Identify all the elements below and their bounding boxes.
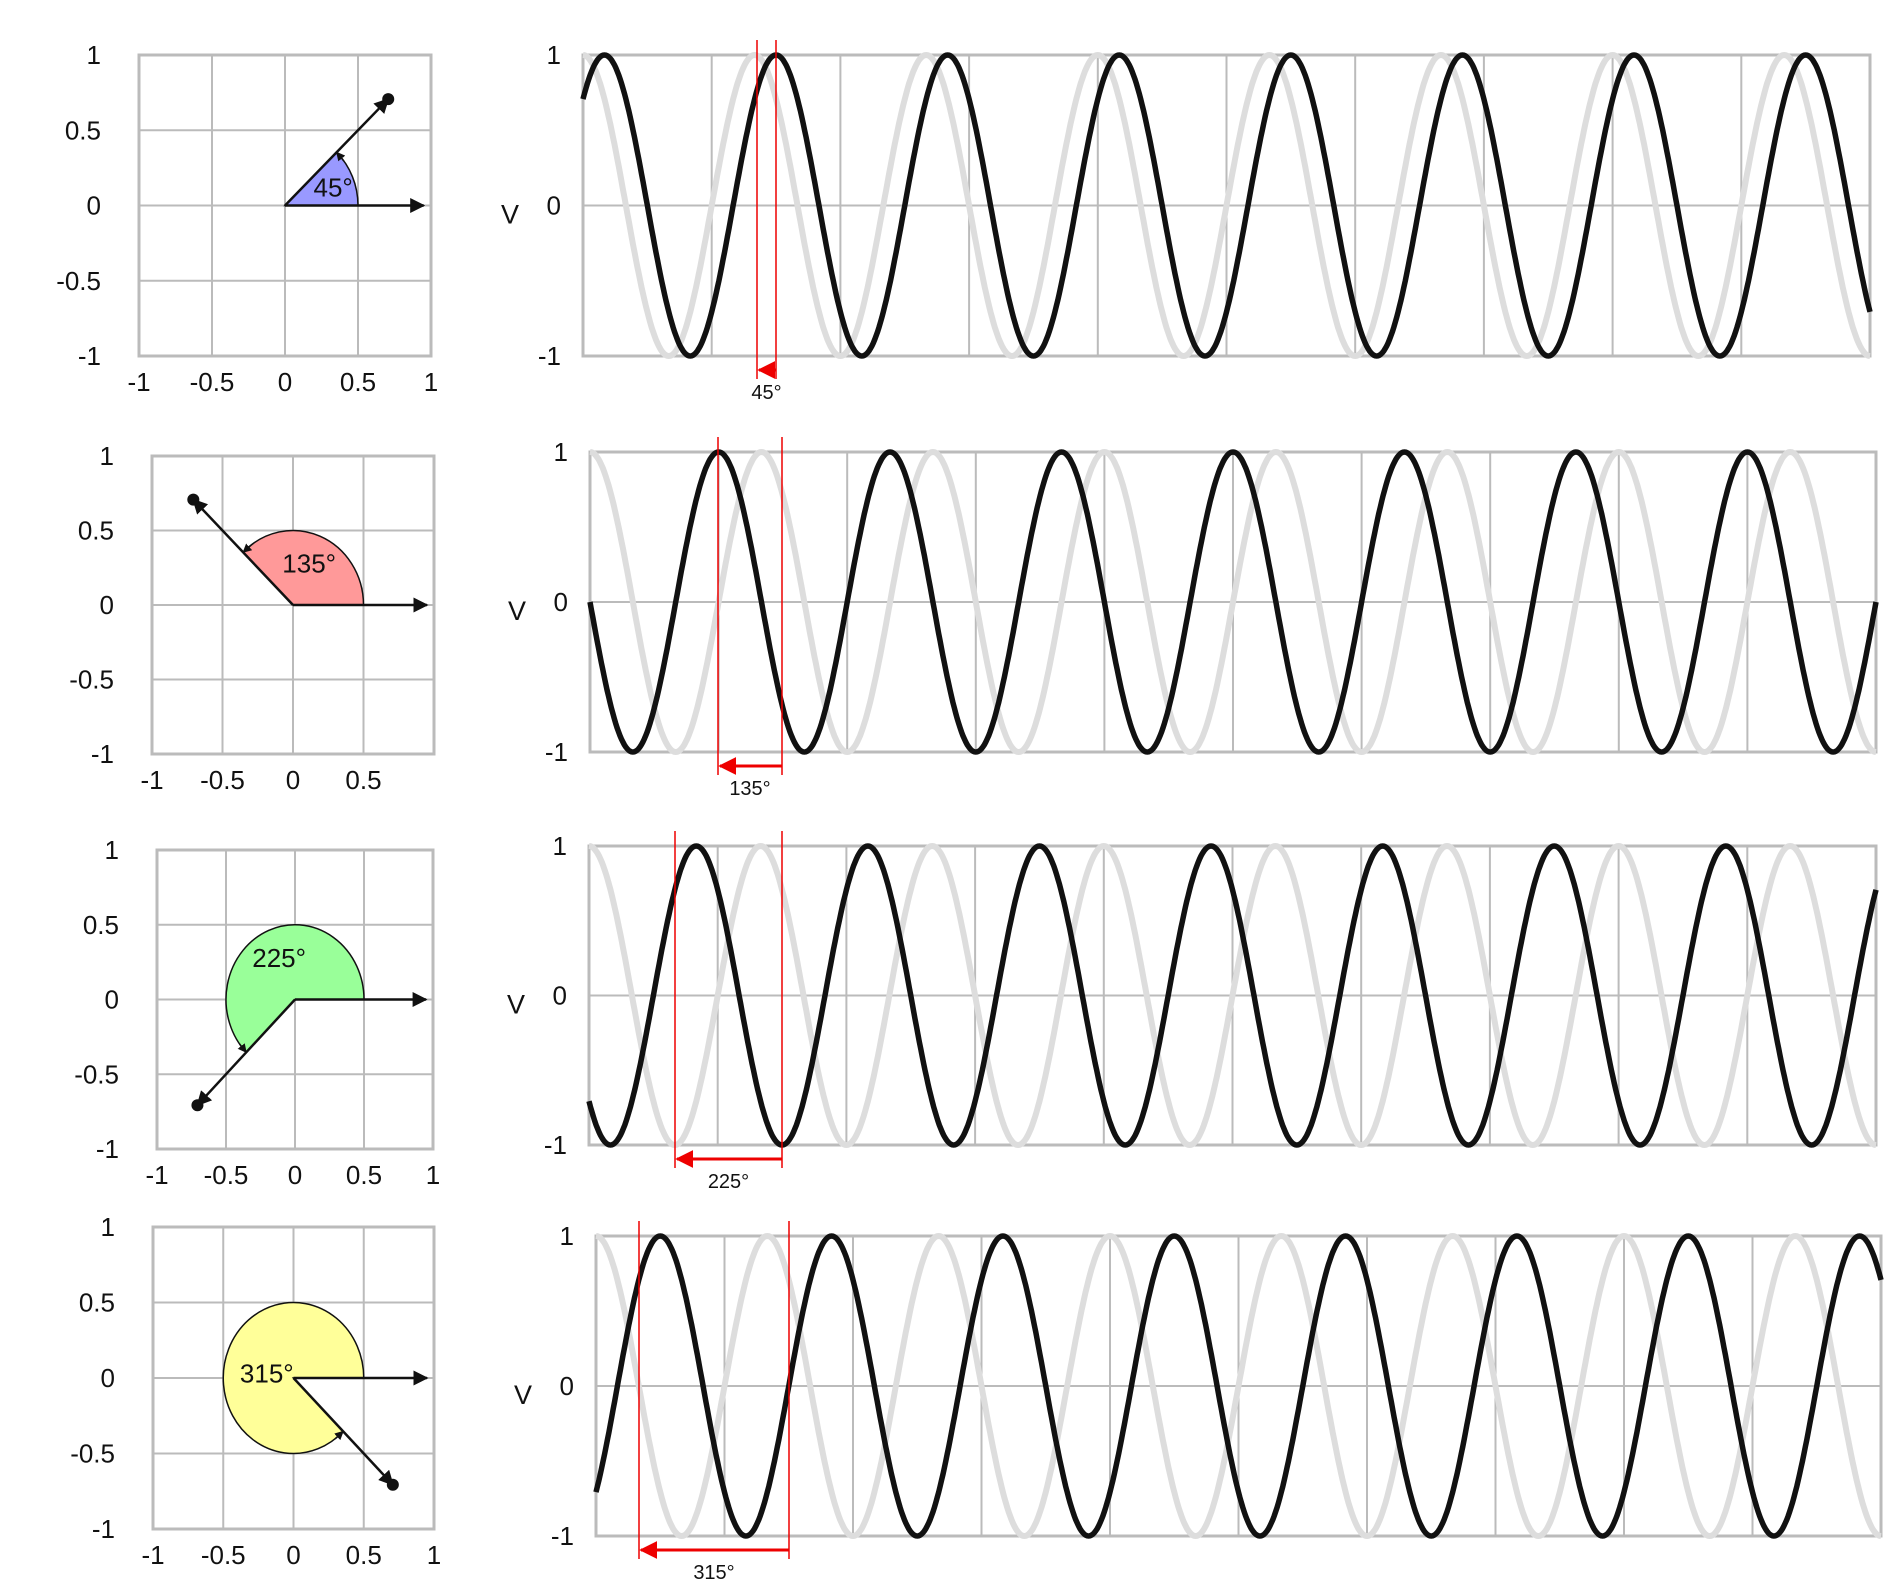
y-tick-label: 0: [87, 191, 101, 221]
reference-wave: [588, 842, 1877, 1149]
y-tick-label: -1: [92, 1514, 115, 1544]
x-tick-label: 0: [286, 765, 300, 795]
reference-wave: [589, 448, 1877, 756]
y-tick-label: 0.5: [65, 115, 101, 145]
x-tick-label: 1: [426, 1160, 440, 1190]
x-tick-label: 0.5: [340, 367, 376, 397]
angle-label: 45°: [314, 172, 353, 202]
phasor-diagram-2: 1 0.5 0 -0.5 -1 -1 -0.5 0 0.5 135°: [69, 441, 436, 795]
phasor-vector: [284, 98, 390, 207]
phasor-diagram-4: 1 0.5 0 -0.5 -1 -1 -0.5 0 0.5 1 315°: [70, 1212, 441, 1570]
arc-arrow: [242, 543, 253, 553]
x-tick-label: 1: [424, 367, 438, 397]
y-tick-label: 1: [547, 40, 561, 70]
y-tick-label: 1: [560, 1221, 574, 1251]
phasor-tip-dot: [191, 1099, 204, 1112]
x-tick-label: -0.5: [204, 1160, 249, 1190]
y-tick-label: -1: [551, 1521, 574, 1551]
arc-arrow: [237, 1043, 247, 1054]
phasor-tip-dot: [386, 1478, 399, 1491]
y-axis-label: V: [501, 200, 519, 230]
y-tick-label: -1: [545, 737, 568, 767]
waveform-chart-3: 1 0 -1 V 225°: [507, 831, 1879, 1193]
y-tick-label: 1: [553, 831, 567, 861]
angle-wedge: [225, 924, 365, 1054]
signal-wave: [586, 843, 1879, 1148]
y-tick-label: -1: [96, 1134, 119, 1164]
y-tick-label: -1: [538, 341, 561, 371]
y-tick-label: 1: [101, 1212, 115, 1242]
signal-wave: [593, 1233, 1884, 1539]
signal-wave: [587, 449, 1879, 755]
y-tick-label: 0: [553, 981, 567, 1011]
y-tick-label: -1: [91, 739, 114, 769]
y-tick-label: 0.5: [79, 1288, 115, 1318]
y-tick-label: 1: [105, 835, 119, 865]
phasor-vector: [196, 998, 296, 1107]
angle-wedge: [242, 529, 365, 606]
y-tick-label: -0.5: [74, 1059, 119, 1089]
x-tick-label: -1: [145, 1160, 168, 1190]
x-tick-label: -0.5: [200, 765, 245, 795]
reference-wave: [582, 51, 1871, 360]
y-axis-label: V: [507, 990, 525, 1020]
y-tick-label: -0.5: [70, 1439, 115, 1469]
y-tick-label: 0: [560, 1371, 574, 1401]
y-tick-label: -0.5: [56, 266, 101, 296]
signal-wave: [580, 52, 1873, 359]
y-tick-label: 1: [100, 441, 114, 471]
y-tick-label: -1: [544, 1130, 567, 1160]
y-tick-label: 0: [105, 985, 119, 1015]
y-tick-label: 1: [554, 437, 568, 467]
x-tick-label: -1: [140, 765, 163, 795]
phase-shift-label: 315°: [693, 1562, 734, 1584]
phasor-diagram-3: 1 0.5 0 -0.5 -1 -1 -0.5 0 0.5 1 225°: [74, 835, 440, 1190]
arc-arrow: [334, 1430, 344, 1441]
waveform-chart-4: 1 0 -1 V 315°: [514, 1221, 1884, 1584]
y-tick-label: 0.5: [83, 910, 119, 940]
x-tick-label: 0: [288, 1160, 302, 1190]
phase-shift-label: 45°: [751, 382, 781, 404]
x-tick-label: -1: [127, 367, 150, 397]
x-tick-label: 0.5: [346, 1160, 382, 1190]
x-tick-label: 0.5: [346, 1540, 382, 1570]
angle-label: 135°: [282, 549, 336, 579]
y-axis-label: V: [514, 1380, 532, 1410]
x-tick-label: -0.5: [201, 1540, 246, 1570]
x-tick-label: 1: [427, 1540, 441, 1570]
x-tick-label: 0: [278, 367, 292, 397]
phasor-vector: [292, 1377, 394, 1486]
y-tick-label: 0.5: [78, 516, 114, 546]
y-tick-label: -0.5: [69, 665, 114, 695]
reference-wave: [595, 1232, 1882, 1540]
phasor-tip-dot: [382, 93, 395, 106]
x-tick-label: -1: [141, 1540, 164, 1570]
arc-arrow: [336, 151, 346, 162]
x-tick-label: 0: [286, 1540, 300, 1570]
phasor-diagram-1: 1 0.5 0 -0.5 -1 -1 -0.5 0 0.5 1 45°: [56, 40, 438, 397]
x-tick-label: 0.5: [345, 765, 381, 795]
waveform-chart-2: 1 0 -1 V 135°: [508, 437, 1879, 800]
phase-shift-label: 225°: [708, 1171, 749, 1193]
phasor-tip-dot: [187, 493, 200, 506]
y-tick-label: 0: [554, 587, 568, 617]
x-tick-label: -0.5: [190, 367, 235, 397]
angle-label: 225°: [252, 943, 306, 973]
y-tick-label: 0: [547, 191, 561, 221]
y-tick-label: 0: [100, 590, 114, 620]
waveform-chart-1: 1 0 -1 V 45°: [501, 40, 1873, 404]
y-tick-label: 0: [101, 1363, 115, 1393]
angle-label: 315°: [240, 1358, 294, 1388]
y-axis-label: V: [508, 596, 526, 626]
phase-shift-label: 135°: [729, 778, 770, 800]
y-tick-label: -1: [78, 341, 101, 371]
phasor-vector: [192, 498, 294, 606]
y-tick-label: 1: [87, 40, 101, 70]
